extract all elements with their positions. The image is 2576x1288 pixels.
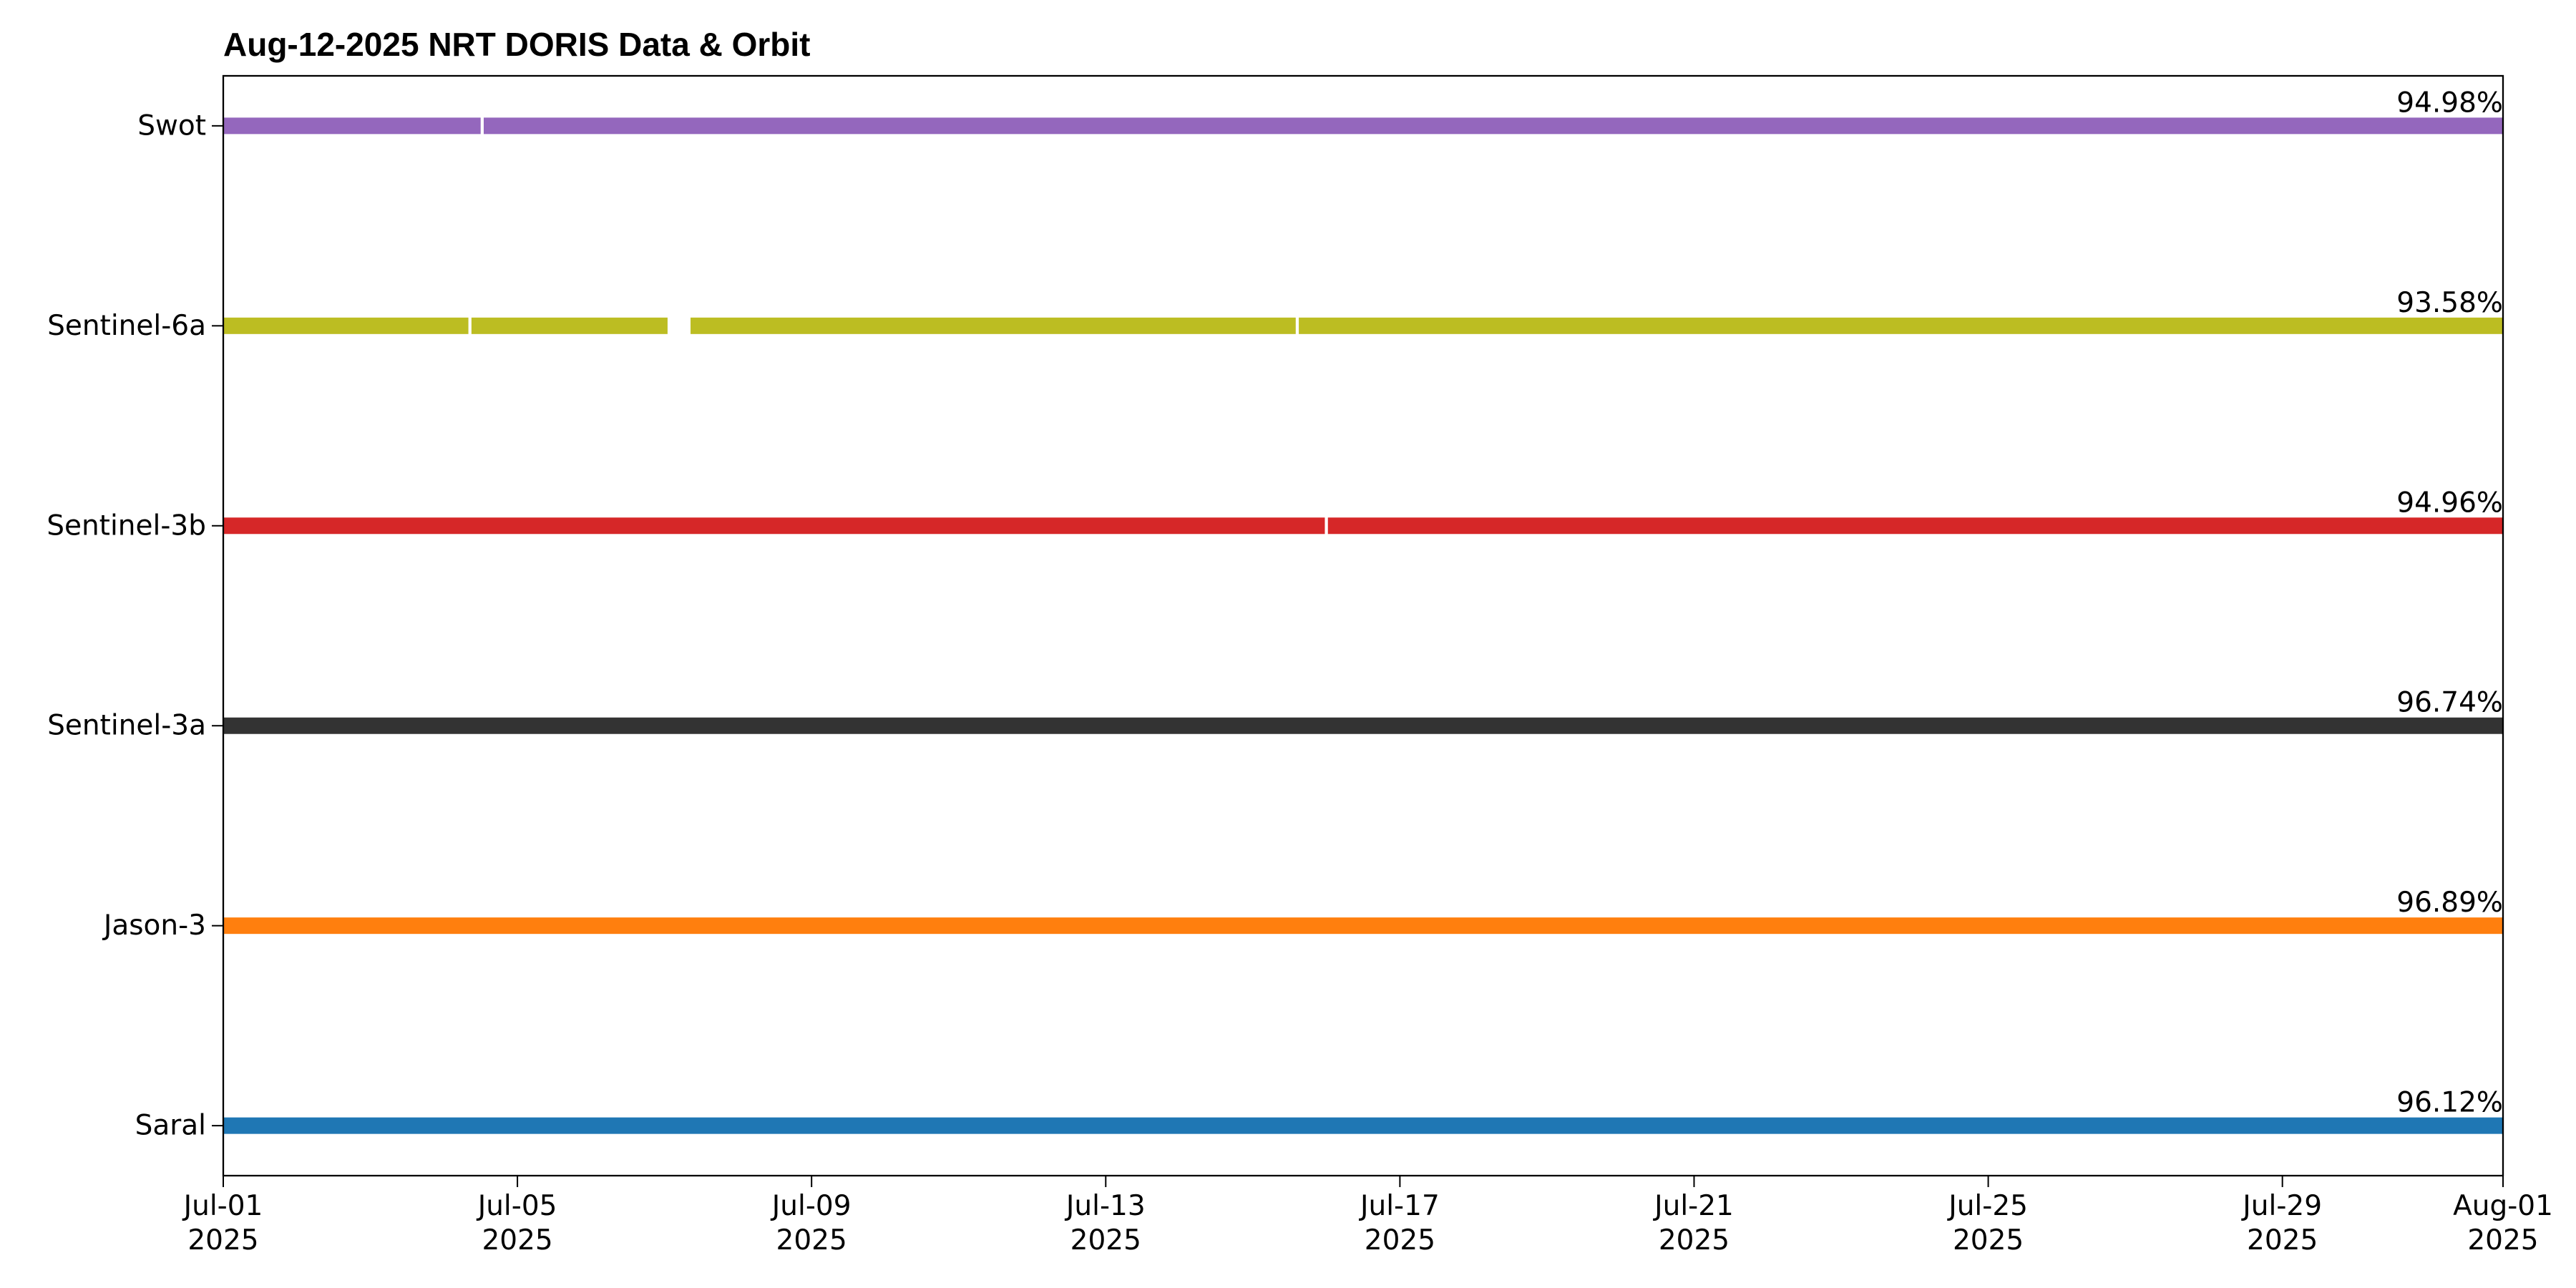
coverage-segment [223, 917, 2503, 935]
x-tick-label: Jul-01 2025 [182, 1190, 263, 1257]
value-label: 96.89% [2396, 887, 2503, 919]
coverage-segment [223, 717, 2503, 734]
coverage-segment [1327, 517, 2503, 535]
chart-title: Aug-12-2025 NRT DORIS Data & Orbit [223, 26, 810, 63]
value-label: 93.58% [2396, 287, 2503, 319]
y-tick-label: Jason-3 [102, 909, 206, 942]
x-tick-label: Jul-29 2025 [2240, 1190, 2322, 1257]
value-label: 94.98% [2396, 87, 2503, 119]
coverage-segment [223, 517, 1325, 535]
value-label: 96.74% [2396, 687, 2503, 719]
y-tick-label: Swot [137, 109, 206, 142]
x-tick-label: Jul-17 2025 [1358, 1190, 1440, 1257]
x-tick-label: Aug-01 2025 [2453, 1190, 2553, 1257]
x-tick-label: Jul-05 2025 [476, 1190, 557, 1257]
x-tick-label: Jul-13 2025 [1064, 1190, 1146, 1257]
coverage-segment [223, 317, 469, 334]
y-tick-label: Sentinel-6a [47, 310, 206, 342]
value-label: 94.96% [2396, 487, 2503, 519]
x-tick-label: Jul-09 2025 [770, 1190, 852, 1257]
coverage-segment [483, 117, 2503, 135]
y-tick-label: Sentinel-3a [47, 710, 206, 742]
x-tick-label: Jul-25 2025 [1946, 1190, 2028, 1257]
x-tick-label: Jul-21 2025 [1652, 1190, 1734, 1257]
y-tick-label: Sentinel-3b [47, 509, 206, 542]
y-tick-label: Saral [135, 1110, 206, 1142]
plot-frame [222, 74, 2504, 1177]
coverage-segment [223, 117, 481, 135]
coverage-segment [471, 317, 668, 334]
coverage-segment [1299, 317, 2503, 334]
coverage-segment [223, 1117, 2503, 1134]
coverage-segment [691, 317, 1296, 334]
value-label: 96.12% [2396, 1087, 2503, 1119]
